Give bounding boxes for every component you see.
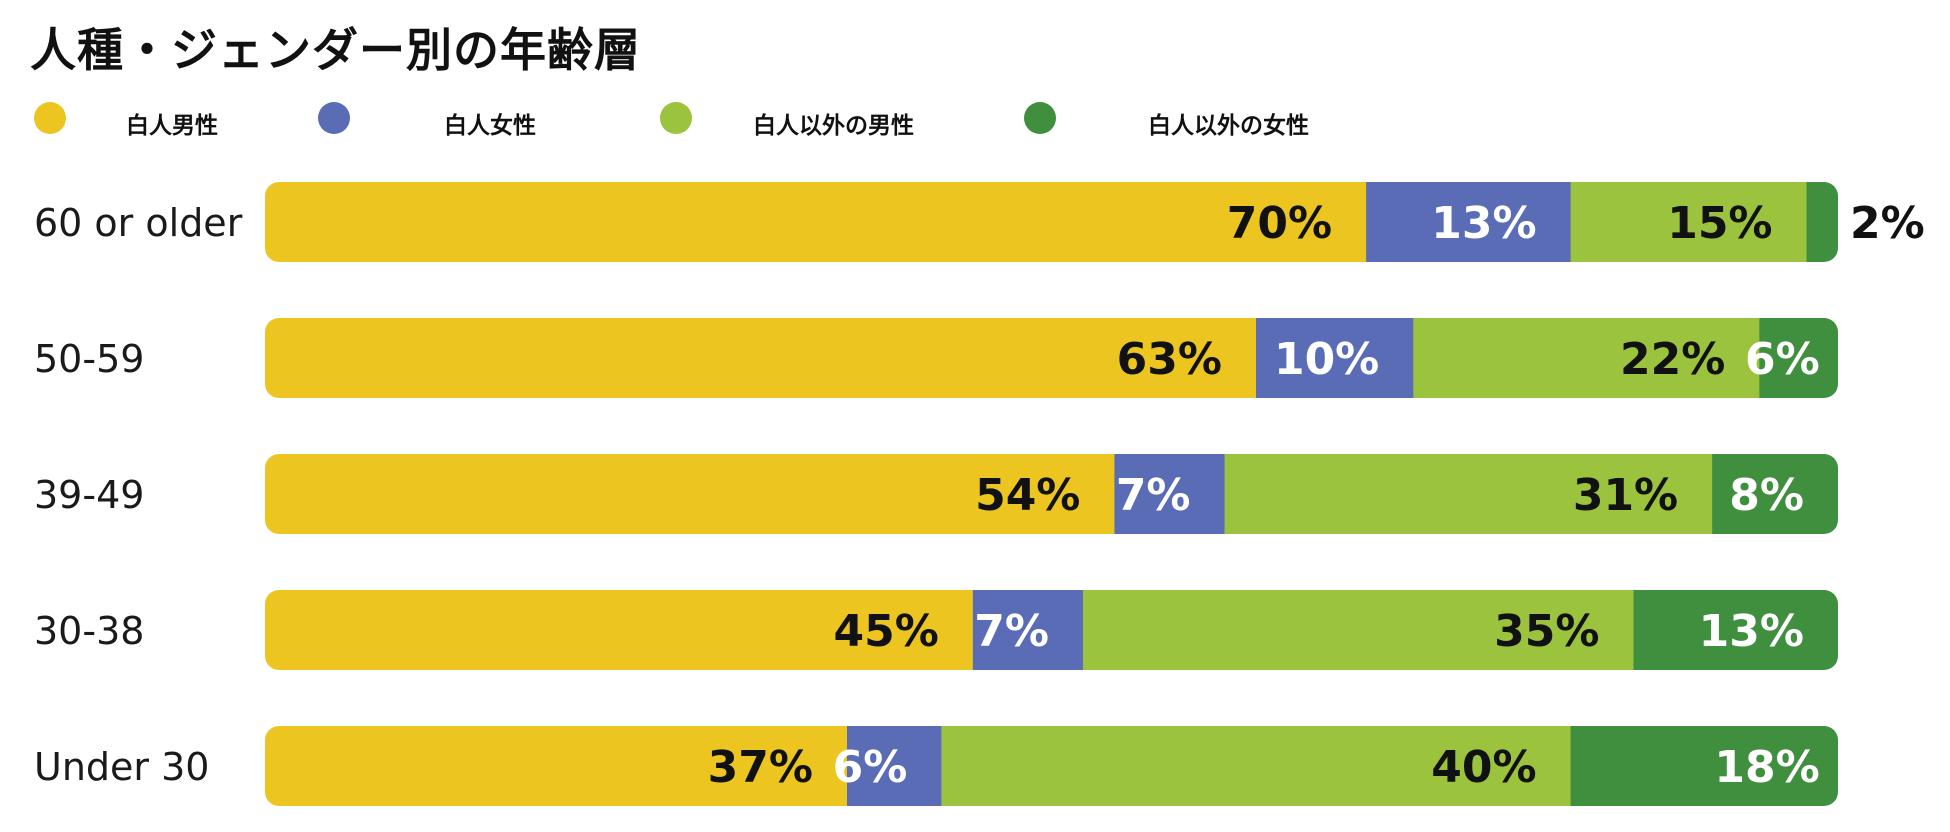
bar-row [265, 726, 1838, 806]
bar-segment [1570, 182, 1808, 262]
legend-label-white-women: 白人女性 [444, 113, 536, 139]
bar-row [265, 182, 1838, 262]
bar-segment [265, 182, 1367, 262]
data-label: 63% [1117, 334, 1222, 385]
bar-segment [1114, 454, 1226, 534]
data-label: 7% [1116, 470, 1191, 521]
legend-swatch-white-men [34, 102, 66, 134]
category-label: 60 or older [34, 201, 243, 245]
category-label: 39-49 [34, 473, 144, 517]
bar-segment [1413, 318, 1760, 398]
data-label: 6% [833, 742, 908, 793]
bar-segment [265, 726, 848, 806]
bar-segment [1255, 318, 1414, 398]
data-label: 18% [1714, 742, 1819, 793]
bar-segment [1366, 182, 1572, 262]
bar-segment [847, 726, 942, 806]
data-label: 70% [1227, 198, 1332, 249]
legend-label-white-men: 白人男性 [126, 113, 218, 139]
legend: 白人男性 白人女性 白人以外の男性 白人以外の女性 [0, 98, 1950, 146]
bar-segment [1759, 318, 1838, 398]
data-label: 13% [1431, 198, 1536, 249]
bar-row [265, 590, 1838, 670]
legend-swatch-nonwhite-men [660, 102, 692, 134]
data-label: 6% [1745, 334, 1820, 385]
data-label: 54% [975, 470, 1080, 521]
data-label: 8% [1729, 470, 1804, 521]
bar-segment [265, 318, 1257, 398]
legend-swatch-white-women [318, 102, 350, 134]
data-label: 45% [834, 606, 939, 657]
data-label: 2% [1850, 198, 1925, 249]
data-label: 31% [1573, 470, 1678, 521]
bar-segment [1224, 454, 1713, 534]
bar-segment [1806, 182, 1838, 262]
bar-segment [941, 726, 1572, 806]
data-label: 7% [974, 606, 1049, 657]
legend-swatch-nonwhite-women [1024, 102, 1056, 134]
data-label: 13% [1699, 606, 1804, 657]
bar-segment [1082, 590, 1635, 670]
category-label: Under 30 [34, 745, 209, 789]
legend-label-nonwhite-men: 白人以外の男性 [753, 113, 914, 139]
bar-segment [1570, 726, 1838, 806]
category-label: 30-38 [34, 609, 144, 653]
bar-segment [1712, 454, 1838, 534]
bar-segment [265, 590, 974, 670]
bar-segment [1633, 590, 1838, 670]
data-label: 15% [1667, 198, 1772, 249]
data-label: 35% [1494, 606, 1599, 657]
bar-segment [265, 454, 1115, 534]
bar-row [265, 318, 1838, 398]
category-label: 50-59 [34, 337, 144, 381]
data-label: 10% [1274, 334, 1379, 385]
data-label: 40% [1431, 742, 1536, 793]
bar-segment [972, 590, 1084, 670]
chart-title: 人種・ジェンダー別の年齢層 [30, 23, 641, 77]
bar-row [265, 454, 1838, 534]
data-label: 22% [1620, 334, 1725, 385]
data-label: 37% [708, 742, 813, 793]
legend-label-nonwhite-women: 白人以外の女性 [1148, 113, 1309, 139]
